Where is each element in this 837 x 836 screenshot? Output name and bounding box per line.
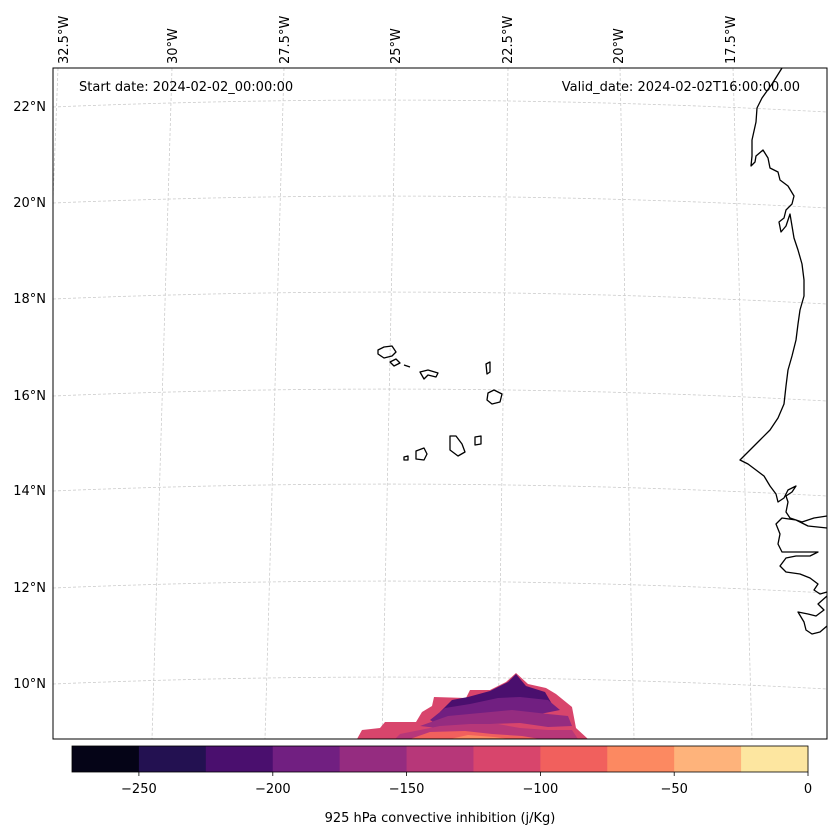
colorbar-swatch (272, 746, 341, 772)
colorbar-swatch (72, 746, 140, 772)
lat-label-14n: 14°N (13, 484, 46, 499)
colorbar-tick-label: −50 (660, 782, 687, 797)
sal-island (485, 361, 491, 375)
cin-band-orange (450, 735, 510, 739)
santiago-island (449, 435, 466, 457)
lat-label-10n: 10°N (13, 677, 46, 692)
meridian-25w (381, 67, 397, 740)
colorbar-swatch (741, 746, 809, 772)
cin-band-salmon (410, 731, 540, 739)
meridian-30w (151, 67, 173, 740)
map-background (53, 68, 827, 739)
colorbar-swatch (607, 746, 675, 772)
africa-coastline (739, 67, 828, 635)
boa-vista-island (486, 389, 503, 405)
sao-nicolau-island (419, 369, 439, 380)
colorbar: −250 −200 −150 −100 −50 0 925 hPa convec… (71, 745, 812, 826)
colorbar-swatch (205, 746, 274, 772)
lat-label-16n: 16°N (13, 389, 46, 404)
colorbar-label: 925 hPa convective inhibition (j/Kg) (325, 811, 556, 826)
lon-label-25w: 25°W (389, 28, 404, 64)
colorbar-tick-label: 0 (804, 782, 812, 797)
colorbar-tick-label: −150 (389, 782, 425, 797)
lat-label-20n: 20°N (13, 196, 46, 211)
santa-luzia-island (403, 364, 411, 368)
colorbar-swatch (473, 746, 541, 772)
colorbar-swatches (72, 746, 809, 772)
colorbar-tick-label: −250 (121, 782, 157, 797)
valid-date-label: Valid_date: 2024-02-02T16:00:00.00 (562, 80, 800, 95)
map-panel[interactable] (52, 67, 828, 740)
colorbar-swatch (339, 746, 408, 772)
parallel-16n (52, 388, 828, 402)
lon-label-32-5w: 32.5°W (57, 16, 72, 64)
parallel-10n (52, 676, 828, 690)
lon-label-22-5w: 22.5°W (501, 16, 516, 64)
colorbar-frame (71, 745, 809, 773)
parallel-22n (52, 99, 828, 113)
colorbar-swatch (674, 746, 742, 772)
maio-island (474, 435, 482, 446)
lon-label-30w: 30°W (166, 28, 181, 64)
meridian-32-5w (52, 67, 59, 201)
parallel-20n (52, 195, 828, 209)
colorbar-swatch (406, 746, 474, 772)
sao-vicente-island (389, 358, 401, 367)
lat-label-12n: 12°N (13, 581, 46, 596)
map-frame (52, 67, 828, 740)
colorbar-ticks (138, 772, 809, 776)
lon-label-20w: 20°W (612, 28, 627, 64)
lat-label-18n: 18°N (13, 292, 46, 307)
brava-island (403, 455, 409, 461)
meridian-27-5w (264, 67, 285, 740)
parallel-18n (52, 291, 828, 305)
colorbar-tick-label: −200 (255, 782, 291, 797)
colorbar-swatch (540, 746, 608, 772)
lat-label-22n: 22°N (13, 100, 46, 115)
coastlines (377, 67, 828, 635)
graticule (52, 67, 828, 740)
colorbar-tick-label: −100 (523, 782, 559, 797)
parallel-12n (52, 580, 828, 594)
parallel-14n (52, 483, 828, 497)
santo-antao-island (377, 345, 397, 359)
meridian-17-5w (732, 67, 753, 740)
start-date-label: Start date: 2024-02-02_00:00:00 (79, 80, 293, 95)
colorbar-tick-labels: −250 −200 −150 −100 −50 0 (121, 782, 812, 797)
latitude-labels: 22°N 20°N 18°N 16°N 14°N 12°N 10°N (13, 100, 46, 692)
longitude-labels: 32.5°W 30°W 27.5°W 25°W 22.5°W 20°W 17.5… (57, 16, 739, 64)
fogo-island (415, 447, 428, 461)
meridian-20w (619, 67, 635, 740)
meridian-22-5w (497, 67, 509, 740)
lon-label-27-5w: 27.5°W (278, 16, 293, 64)
colorbar-swatch (138, 746, 207, 772)
cin-contours (357, 673, 588, 739)
lon-label-17-5w: 17.5°W (724, 16, 739, 64)
